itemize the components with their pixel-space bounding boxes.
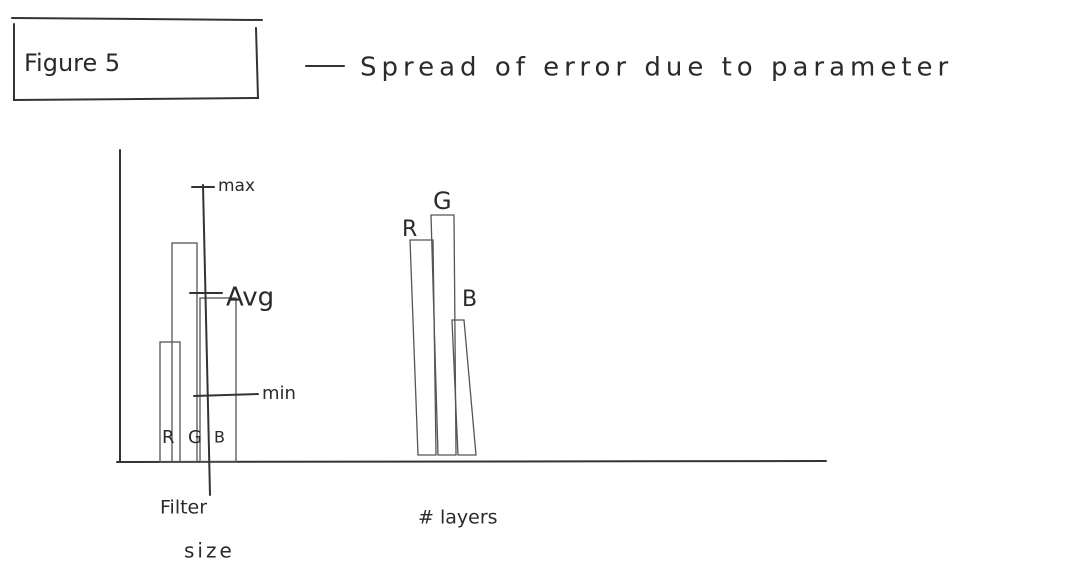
bar [451,319,477,456]
bar-label: B [214,428,225,447]
bar [199,297,237,463]
max-label: max [218,176,255,196]
range-line [202,184,211,496]
title: Spread of error due to parameter [360,53,953,83]
min-tick [193,393,259,397]
min-label: min [262,383,296,404]
group-label: size [184,539,235,563]
bar-label: G [188,427,202,448]
bar-label: R [402,217,417,242]
group-label: # layers [418,507,498,529]
group-label: Filter [160,497,207,519]
bar [409,239,437,456]
bar-label: G [433,187,452,215]
figure-label: Figure 5 [24,49,120,77]
bar [430,214,457,456]
bar [159,341,181,463]
avg-label: Avg [226,283,274,313]
figure-frame [11,17,263,102]
bar-label: R [162,427,175,448]
bar-label: B [462,287,477,312]
bar [171,242,198,463]
